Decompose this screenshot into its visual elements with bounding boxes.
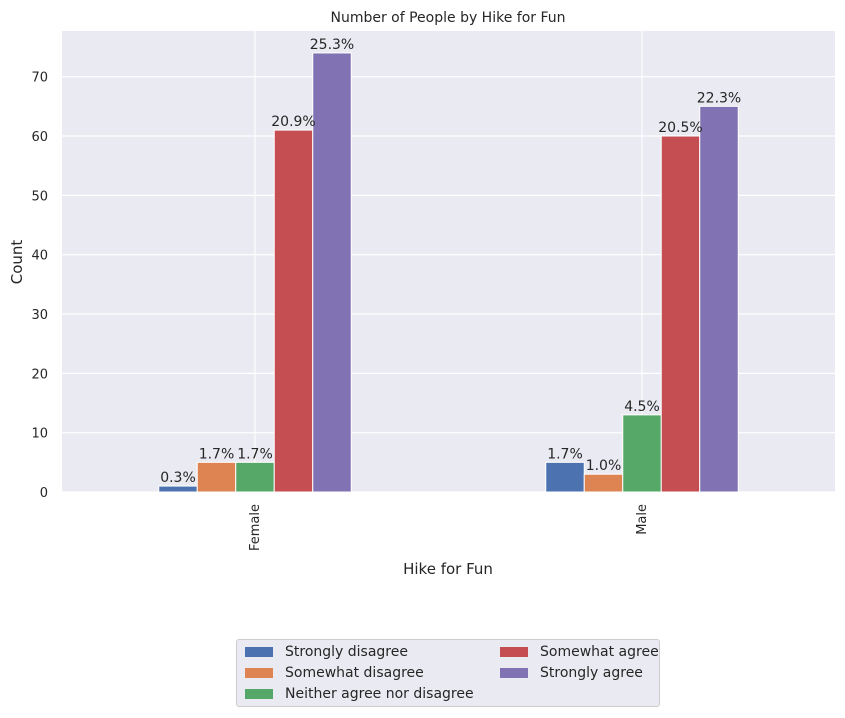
y-tick-label: 0: [40, 486, 48, 501]
bar-data-label: 25.3%: [310, 37, 354, 53]
legend-label: Strongly disagree: [285, 644, 408, 660]
y-tick-label: 20: [31, 367, 48, 382]
legend-swatch: [500, 668, 528, 678]
bar-data-label: 22.3%: [697, 90, 741, 106]
bar: [312, 52, 352, 493]
bar: [196, 461, 237, 493]
x-tick-label: Male: [635, 504, 650, 535]
legend-swatch: [245, 668, 273, 678]
legend-item-strongly-disagree: Strongly disagree: [245, 643, 408, 661]
x-tick-label: Female: [248, 504, 263, 551]
legend-label: Neither agree nor disagree: [285, 686, 474, 702]
bar: [158, 485, 198, 493]
bar-labels: 0.3%1.7% 1.7%20.9%25.3%1.7%1.0%4.5%20.5%2…: [160, 37, 741, 486]
y-axis-label: Count: [8, 240, 26, 285]
bar-data-label: 1.0%: [586, 458, 622, 474]
bar: [660, 135, 701, 493]
bar-data-label: 1.7%: [547, 446, 583, 462]
bar-data-label: 1.7%: [237, 446, 273, 462]
bar-data-label: 20.9%: [271, 114, 315, 130]
legend-label: Somewhat agree: [540, 644, 659, 660]
y-tick-label: 10: [31, 427, 48, 442]
legend-label: Somewhat disagree: [285, 665, 424, 681]
bar-data-label: 0.3%: [160, 470, 196, 486]
legend-item-neither: Neither agree nor disagree: [245, 685, 474, 703]
bar: [545, 461, 585, 493]
legend-item-somewhat-agree: Somewhat agree: [500, 643, 659, 661]
bar: [273, 129, 314, 493]
y-tick-label: 50: [31, 189, 48, 204]
bar: [622, 414, 662, 493]
y-tick-label: 40: [31, 249, 48, 264]
legend-swatch: [245, 647, 273, 657]
x-tick-labels: Female Male: [248, 504, 650, 551]
bar: [583, 473, 624, 493]
x-axis-label: Hike for Fun: [403, 560, 493, 578]
y-tick-label: 70: [31, 71, 48, 86]
bar: [235, 461, 275, 493]
chart-title: Number of People by Hike for Fun: [330, 10, 565, 26]
legend-item-somewhat-disagree: Somewhat disagree: [245, 664, 424, 682]
bar-data-label: 4.5%: [624, 399, 660, 415]
legend-swatch: [500, 647, 528, 657]
legend-swatch: [245, 689, 273, 699]
y-tick-labels: 0 10 20 30 40 50 60 70: [31, 71, 48, 501]
legend-label: Strongly agree: [540, 665, 643, 681]
legend-item-strongly-agree: Strongly agree: [500, 664, 643, 682]
bar: [699, 105, 739, 493]
bars: [158, 52, 739, 493]
legend: Strongly disagree Somewhat disagree Neit…: [236, 639, 660, 707]
y-tick-label: 30: [31, 308, 48, 323]
bar-data-label: 1.7%: [199, 446, 235, 462]
bar-data-label: 20.5%: [658, 120, 702, 136]
y-tick-label: 60: [31, 130, 48, 145]
